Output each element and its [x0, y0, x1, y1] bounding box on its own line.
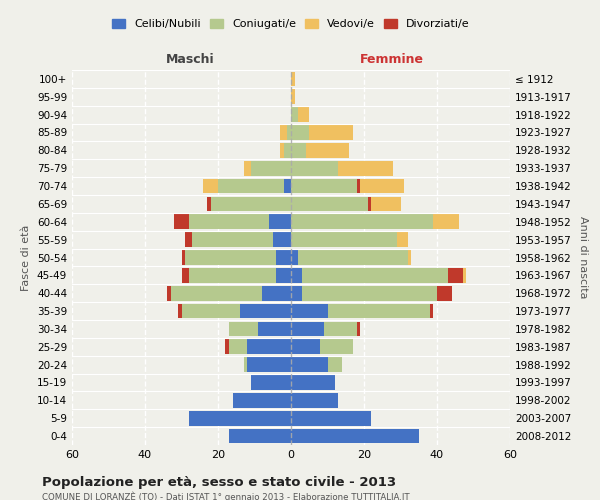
Bar — [229, 322, 258, 336]
Bar — [291, 375, 335, 390]
Bar — [185, 250, 277, 265]
Bar — [291, 125, 309, 140]
Bar — [433, 214, 459, 229]
Text: COMUNE DI LORANZÈ (TO) - Dati ISTAT 1° gennaio 2013 - Elaborazione TUTTITALIA.IT: COMUNE DI LORANZÈ (TO) - Dati ISTAT 1° g… — [42, 491, 410, 500]
Bar — [328, 304, 430, 318]
Bar — [291, 196, 368, 211]
Bar — [277, 268, 291, 282]
Y-axis label: Fasce di età: Fasce di età — [22, 224, 31, 290]
Bar — [182, 250, 185, 265]
Bar — [218, 178, 284, 194]
Bar — [277, 250, 291, 265]
Bar — [251, 375, 291, 390]
Bar — [291, 286, 302, 300]
Bar — [244, 358, 247, 372]
Bar — [338, 161, 393, 176]
Bar — [229, 428, 291, 444]
Bar — [189, 214, 269, 229]
Bar — [291, 340, 320, 354]
Bar — [320, 340, 353, 354]
Bar — [291, 428, 419, 444]
Text: Maschi: Maschi — [166, 53, 215, 66]
Bar — [193, 232, 273, 247]
Bar — [240, 304, 291, 318]
Bar — [361, 178, 404, 194]
Bar — [203, 178, 218, 194]
Bar — [280, 143, 284, 158]
Bar — [291, 161, 338, 176]
Bar — [247, 340, 291, 354]
Bar — [287, 125, 291, 140]
Bar — [298, 250, 408, 265]
Bar — [185, 232, 193, 247]
Bar — [273, 232, 291, 247]
Bar — [262, 286, 291, 300]
Bar — [371, 196, 401, 211]
Bar — [302, 268, 448, 282]
Bar — [448, 268, 463, 282]
Bar — [408, 250, 412, 265]
Bar — [463, 268, 466, 282]
Bar — [302, 286, 437, 300]
Bar — [182, 268, 189, 282]
Y-axis label: Anni di nascita: Anni di nascita — [578, 216, 588, 298]
Bar — [211, 196, 291, 211]
Bar — [170, 286, 262, 300]
Bar — [291, 411, 371, 426]
Bar — [437, 286, 452, 300]
Bar — [284, 178, 291, 194]
Text: Femmine: Femmine — [360, 53, 424, 66]
Bar — [284, 143, 291, 158]
Bar — [430, 304, 433, 318]
Bar — [174, 214, 189, 229]
Bar — [189, 268, 277, 282]
Bar — [229, 340, 247, 354]
Text: Popolazione per età, sesso e stato civile - 2013: Popolazione per età, sesso e stato civil… — [42, 476, 396, 489]
Bar — [291, 304, 328, 318]
Bar — [258, 322, 291, 336]
Bar — [291, 108, 298, 122]
Bar — [269, 214, 291, 229]
Bar — [233, 393, 291, 407]
Bar — [324, 322, 357, 336]
Bar — [182, 304, 240, 318]
Bar — [291, 214, 433, 229]
Bar — [291, 322, 324, 336]
Bar — [309, 125, 353, 140]
Bar — [247, 358, 291, 372]
Bar — [189, 411, 291, 426]
Bar — [167, 286, 170, 300]
Bar — [291, 250, 298, 265]
Legend: Celibi/Nubili, Coniugati/e, Vedovi/e, Divorziati/e: Celibi/Nubili, Coniugati/e, Vedovi/e, Di… — [109, 16, 473, 32]
Bar — [226, 340, 229, 354]
Bar — [291, 143, 305, 158]
Bar — [207, 196, 211, 211]
Bar — [251, 161, 291, 176]
Bar — [305, 143, 349, 158]
Bar — [356, 178, 361, 194]
Bar — [291, 358, 328, 372]
Bar — [397, 232, 408, 247]
Bar — [244, 161, 251, 176]
Bar — [291, 178, 356, 194]
Bar — [291, 393, 338, 407]
Bar — [291, 72, 295, 86]
Bar — [291, 90, 295, 104]
Bar — [368, 196, 371, 211]
Bar — [291, 232, 397, 247]
Bar — [280, 125, 287, 140]
Bar — [356, 322, 361, 336]
Bar — [328, 358, 342, 372]
Bar — [298, 108, 309, 122]
Bar — [291, 268, 302, 282]
Bar — [178, 304, 182, 318]
